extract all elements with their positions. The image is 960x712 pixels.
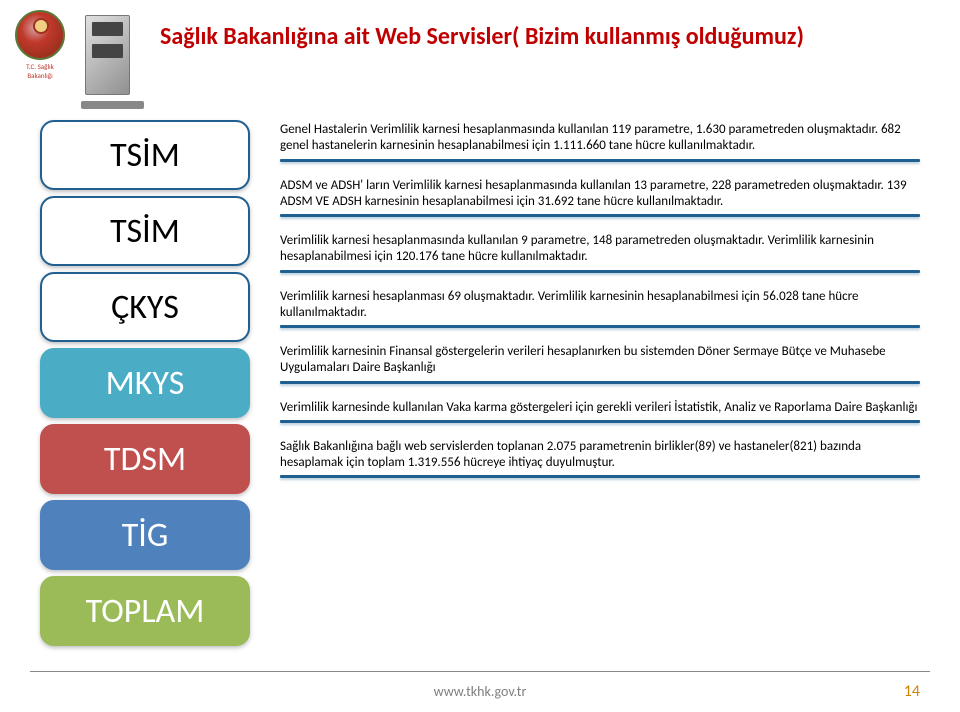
slide-header: T.C. Sağlık Bakanlığı Sağlık Bakanlığına…	[15, 10, 945, 105]
page-number: 14	[904, 682, 920, 701]
description-separator	[280, 270, 920, 273]
footer-divider	[30, 671, 930, 672]
ministry-logo-caption: T.C. Sağlık Bakanlığı	[15, 62, 65, 80]
ministry-logo-block: T.C. Sağlık Bakanlığı	[15, 10, 65, 80]
ministry-logo	[15, 10, 65, 60]
system-pill: MKYS	[40, 348, 250, 418]
page-title: Sağlık Bakanlığına ait Web Servisler( Bi…	[160, 22, 804, 51]
system-pill: TSİM	[40, 196, 250, 266]
system-description-text: Verimlilik karnesi hesaplanması 69 oluşm…	[280, 289, 920, 322]
system-pill-label: TSİM	[110, 135, 180, 176]
system-pill: TDSM	[40, 424, 250, 494]
description-separator	[280, 381, 920, 384]
system-pill-label: MKYS	[106, 363, 185, 404]
system-description: Genel Hastalerin Verimlilik karnesi hesa…	[280, 122, 920, 168]
system-description-text: ADSM ve ADSH' ların Verimlilik karnesi h…	[280, 178, 920, 211]
system-pill: ÇKYS	[40, 272, 250, 342]
system-description: ADSM ve ADSH' ların Verimlilik karnesi h…	[280, 178, 920, 224]
system-description-text: Verimlilik karnesinin Finansal göstergel…	[280, 344, 920, 377]
description-separator	[280, 159, 920, 162]
system-description: Verimlilik karnesinin Finansal göstergel…	[280, 344, 920, 390]
system-description-text: Verimlilik karnesi hesaplanmasında kulla…	[280, 233, 920, 266]
system-pill-label: TOPLAM	[86, 591, 205, 632]
system-description: Verimlilik karnesi hesaplanmasında kulla…	[280, 233, 920, 279]
system-description-text: Genel Hastalerin Verimlilik karnesi hesa…	[280, 122, 920, 155]
system-pill-label: TİG	[122, 515, 169, 556]
system-description: Verimlilik karnesinde kullanılan Vaka ka…	[280, 400, 920, 429]
description-separator	[280, 475, 920, 478]
description-separator	[280, 214, 920, 217]
system-pill-label: TDSM	[104, 439, 186, 480]
system-pill-label: TSİM	[110, 211, 180, 252]
description-separator	[280, 420, 920, 423]
description-separator	[280, 325, 920, 328]
footer-url: www.tkhk.gov.tr	[434, 683, 527, 700]
slide-footer: www.tkhk.gov.tr 14	[0, 683, 960, 700]
system-labels-column: TSİM TSİM ÇKYS MKYS TDSM TİG TOPLAM	[40, 120, 250, 646]
system-pill-label: ÇKYS	[111, 287, 179, 328]
system-descriptions-column: Genel Hastalerin Verimlilik karnesi hesa…	[280, 120, 920, 646]
system-description: Verimlilik karnesi hesaplanması 69 oluşm…	[280, 289, 920, 335]
main-content: TSİM TSİM ÇKYS MKYS TDSM TİG TOPLAM Genel Hast…	[40, 120, 920, 646]
server-icon	[85, 15, 140, 105]
system-pill: TSİM	[40, 120, 250, 190]
system-pill: TİG	[40, 500, 250, 570]
system-description: Sağlık Bakanlığına bağlı web servislerde…	[280, 439, 920, 485]
system-description-text: Verimlilik karnesinde kullanılan Vaka ka…	[280, 400, 920, 416]
system-description-text: Sağlık Bakanlığına bağlı web servislerde…	[280, 439, 920, 472]
system-pill: TOPLAM	[40, 576, 250, 646]
